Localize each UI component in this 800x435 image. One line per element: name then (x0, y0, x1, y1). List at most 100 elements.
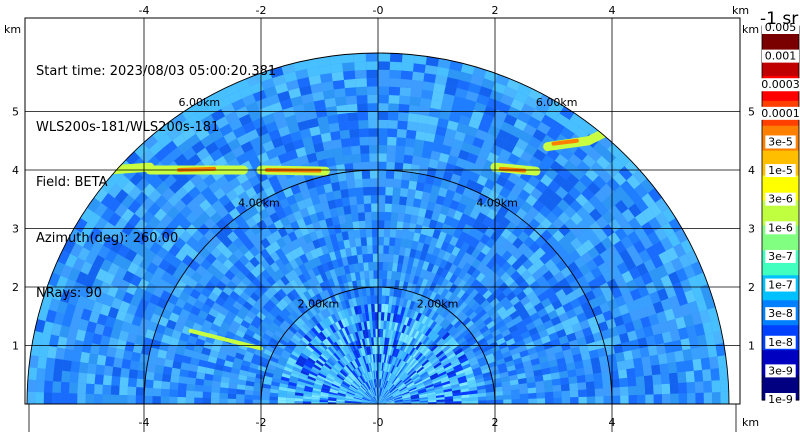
range-gate-cell (493, 109, 508, 122)
range-gate-cell (416, 276, 424, 287)
range-gate-cell (97, 245, 111, 259)
range-gate-cell (523, 236, 535, 248)
range-gate-cell (48, 334, 60, 348)
range-gate-cell (365, 381, 371, 390)
range-gate-cell (426, 389, 436, 394)
range-gate-cell (428, 193, 438, 204)
range-gate-cell (45, 309, 57, 324)
range-gate-cell (221, 370, 231, 378)
range-gate-cell (368, 312, 373, 321)
range-gate-cell (405, 344, 412, 354)
range-gate-cell (451, 295, 461, 306)
range-gate-cell (357, 348, 363, 357)
range-gate-cell (669, 329, 681, 342)
range-gate-cell (582, 154, 597, 168)
range-gate-cell (385, 395, 393, 400)
range-gate-cell (371, 211, 378, 221)
range-gate-cell (301, 336, 310, 345)
range-gate-cell (235, 329, 246, 339)
range-gate-cell (321, 175, 332, 186)
range-gate-cell (416, 366, 425, 374)
range-gate-cell (401, 171, 411, 181)
range-gate-cell (440, 357, 449, 365)
range-gate-cell (344, 378, 352, 385)
range-gate-cell (289, 157, 301, 169)
range-gate-cell (146, 363, 156, 373)
range-gate-cell (287, 384, 297, 390)
range-gate-cell (434, 168, 445, 180)
range-gate-cell (479, 325, 489, 334)
range-gate-cell (313, 99, 326, 110)
range-gate-cell (599, 249, 612, 263)
range-gate-cell (371, 399, 378, 404)
range-gate-cell (200, 258, 212, 271)
range-gate-cell (500, 228, 512, 240)
range-gate-cell (427, 391, 436, 396)
range-gate-cell (538, 355, 549, 364)
range-gate-cell (362, 253, 369, 263)
range-gate-cell (393, 395, 402, 399)
range-gate-cell (520, 150, 534, 164)
range-gate-cell (111, 376, 121, 386)
range-gate-cell (344, 87, 357, 97)
range-gate-cell (423, 183, 433, 194)
range-gate-cell (383, 391, 390, 398)
range-gate-cell (275, 268, 285, 279)
range-gate-cell (317, 115, 329, 127)
range-gate-cell (304, 144, 316, 155)
range-gate-cell (687, 392, 696, 404)
range-gate-cell (431, 376, 440, 383)
range-gate-cell (419, 97, 432, 108)
range-gate-cell (640, 316, 652, 328)
range-gate-cell (313, 203, 323, 214)
range-gate-cell (374, 303, 378, 313)
range-gate-cell (419, 398, 429, 402)
range-gate-cell (300, 352, 309, 360)
range-gate-cell (190, 271, 203, 283)
range-gate-cell (640, 272, 653, 286)
range-gate-cell (372, 370, 375, 380)
range-gate-cell (379, 362, 381, 371)
range-gate-cell (631, 348, 642, 360)
range-gate-cell (452, 389, 461, 394)
range-gate-cell (329, 388, 339, 393)
range-gate-cell (367, 346, 372, 355)
range-gate-cell (195, 338, 206, 348)
range-gate-cell (582, 200, 596, 214)
range-gate-cell (160, 213, 174, 227)
range-gate-cell (440, 241, 450, 252)
range-gate-cell (289, 202, 300, 214)
range-gate-cell (403, 377, 411, 384)
range-gate-cell (463, 346, 473, 354)
range-gate-cell (326, 297, 334, 307)
range-gate-cell (432, 246, 441, 257)
range-gate-cell (648, 202, 663, 218)
range-gate-cell (260, 237, 271, 249)
range-gate-cell (376, 353, 378, 363)
range-gate-cell (157, 349, 168, 359)
range-gate-cell (426, 339, 434, 349)
range-gate-cell (75, 295, 88, 309)
range-gate-cell (163, 140, 178, 155)
range-gate-cell (252, 390, 262, 396)
range-gate-cell (202, 319, 213, 330)
range-gate-cell (331, 366, 340, 374)
range-gate-cell (411, 79, 424, 90)
range-gate-cell (698, 345, 710, 359)
range-gate-cell (574, 360, 584, 370)
range-gate-cell (176, 173, 190, 187)
range-gate-cell (595, 294, 608, 306)
range-gate-cell (337, 172, 347, 182)
range-gate-cell (387, 120, 398, 129)
range-gate-cell (181, 106, 197, 120)
range-gate-cell (460, 168, 472, 180)
range-gate-cell (477, 356, 487, 364)
range-gate-cell (423, 317, 432, 327)
range-gate-cell (523, 123, 537, 137)
range-gate-cell (331, 259, 339, 269)
range-gate-cell (381, 388, 386, 397)
range-gate-cell (627, 189, 642, 204)
range-gate-cell (475, 272, 486, 283)
range-gate-cell (185, 236, 198, 249)
range-gate-cell (366, 245, 373, 254)
